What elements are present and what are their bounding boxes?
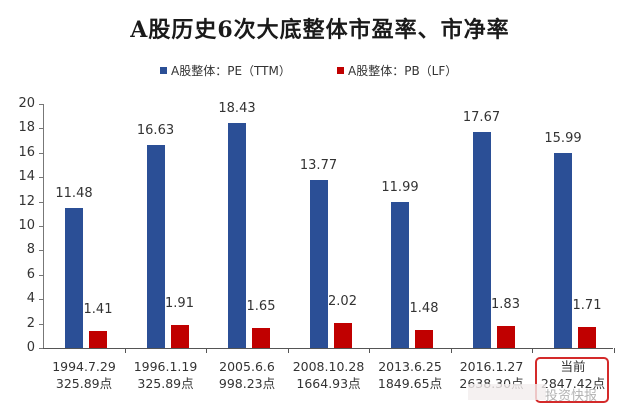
category-label: 当前 2847.42点 bbox=[532, 358, 614, 392]
category-index: 2847.42点 bbox=[540, 376, 606, 391]
value-label-pb: 1.91 bbox=[165, 295, 194, 311]
y-tick-label: 8 bbox=[26, 242, 35, 258]
legend-item-pe: A股整体：PE（TTM） bbox=[160, 62, 291, 79]
category-label: 2005.6.6 998.23点 bbox=[206, 358, 288, 392]
value-label-pb: 1.65 bbox=[246, 298, 276, 314]
legend-label-pe: A股整体：PE（TTM） bbox=[171, 64, 291, 78]
legend: A股整体：PE（TTM） A股整体：PB（LF） bbox=[0, 62, 640, 80]
category-date: 1996.1.19 bbox=[133, 359, 198, 374]
value-label-pb: 1.48 bbox=[409, 300, 439, 316]
y-tick bbox=[39, 348, 43, 349]
value-label-pe: 17.67 bbox=[462, 110, 501, 126]
category-date: 当前 bbox=[560, 359, 586, 374]
bar-pe bbox=[472, 132, 491, 348]
y-tick-label: 18 bbox=[18, 120, 35, 136]
legend-label-pb: A股整体：PB（LF） bbox=[348, 64, 458, 78]
chart-title: A股历史6次大底整体市盈率、市净率 bbox=[130, 17, 510, 43]
y-tick bbox=[39, 299, 43, 301]
y-tick bbox=[39, 201, 43, 203]
x-tick bbox=[206, 348, 207, 353]
bar-pe bbox=[65, 207, 83, 348]
bar-pb bbox=[415, 329, 433, 348]
value-label-pe: 11.48 bbox=[55, 185, 93, 201]
bar-pe bbox=[146, 145, 165, 348]
value-label-pb: 1.41 bbox=[83, 301, 113, 317]
category-date: 2016.1.27 bbox=[459, 359, 524, 374]
value-label-pe: 18.43 bbox=[218, 101, 256, 117]
legend-item-pb: A股整体：PB（LF） bbox=[337, 62, 457, 79]
y-tick bbox=[39, 128, 43, 130]
legend-swatch-pe-icon bbox=[160, 67, 167, 74]
bar-pb bbox=[252, 327, 270, 348]
bar-pb bbox=[89, 330, 107, 348]
category-index: 325.89点 bbox=[55, 376, 113, 391]
category-label: 1996.1.19 325.89点 bbox=[125, 358, 207, 392]
value-label-pe: 16.63 bbox=[136, 123, 175, 139]
x-axis bbox=[43, 348, 613, 349]
category-date: 2008.10.28 bbox=[292, 359, 365, 374]
y-tick-label: 4 bbox=[26, 291, 35, 307]
value-label-pe: 11.99 bbox=[381, 179, 419, 195]
category-date: 2013.6.25 bbox=[378, 359, 442, 374]
y-tick-label: 6 bbox=[26, 266, 35, 282]
y-tick-label: 2 bbox=[26, 315, 35, 331]
legend-swatch-pb-icon bbox=[337, 67, 344, 74]
y-tick bbox=[39, 323, 43, 325]
y-tick-label: 0 bbox=[26, 340, 35, 355]
bar-pe bbox=[554, 152, 572, 348]
watermark-blur bbox=[468, 384, 546, 400]
x-tick bbox=[532, 348, 533, 353]
current-highlight-box bbox=[535, 357, 609, 403]
x-tick bbox=[613, 348, 615, 353]
bar-pe bbox=[228, 123, 246, 348]
x-tick bbox=[369, 348, 370, 353]
watermark: 投资快报 bbox=[545, 389, 598, 404]
category-label: 2013.6.25 1849.65点 bbox=[369, 358, 451, 392]
category-date: 2005.6.6 bbox=[219, 359, 275, 374]
category-index: 998.23点 bbox=[218, 376, 276, 391]
value-label-pe: 13.77 bbox=[299, 158, 338, 173]
y-tick bbox=[39, 152, 43, 154]
value-label-pb: 1.83 bbox=[491, 296, 520, 312]
bar-pb bbox=[578, 327, 596, 348]
bar-pb bbox=[496, 325, 515, 348]
category-index: 325.89点 bbox=[137, 376, 194, 391]
value-label-pe: 15.99 bbox=[544, 130, 582, 146]
bar-pe bbox=[391, 201, 409, 348]
y-tick-label: 12 bbox=[18, 193, 35, 209]
y-tick-label: 16 bbox=[18, 144, 35, 160]
x-tick bbox=[287, 348, 289, 353]
bar-pb bbox=[170, 324, 189, 348]
category-date: 1994.7.29 bbox=[52, 359, 116, 374]
bar-pb bbox=[333, 323, 352, 348]
value-label-pb: 1.71 bbox=[572, 298, 602, 314]
y-tick bbox=[39, 177, 43, 179]
y-tick-label: 20 bbox=[18, 96, 35, 111]
category-label: 2008.10.28 1664.93点 bbox=[288, 358, 370, 392]
category-index: 1664.93点 bbox=[296, 376, 361, 391]
y-tick bbox=[39, 104, 43, 105]
x-tick bbox=[124, 348, 126, 353]
y-tick bbox=[39, 274, 43, 276]
y-tick bbox=[39, 250, 43, 252]
category-label: 1994.7.29 325.89点 bbox=[43, 358, 125, 392]
y-tick bbox=[39, 226, 43, 227]
x-tick bbox=[450, 348, 452, 353]
y-tick-label: 14 bbox=[18, 169, 35, 185]
bar-pe bbox=[309, 180, 328, 348]
y-tick-label: 10 bbox=[18, 218, 35, 233]
y-axis bbox=[43, 104, 44, 348]
value-label-pb: 2.02 bbox=[328, 294, 357, 310]
category-index: 1849.65点 bbox=[377, 376, 443, 391]
